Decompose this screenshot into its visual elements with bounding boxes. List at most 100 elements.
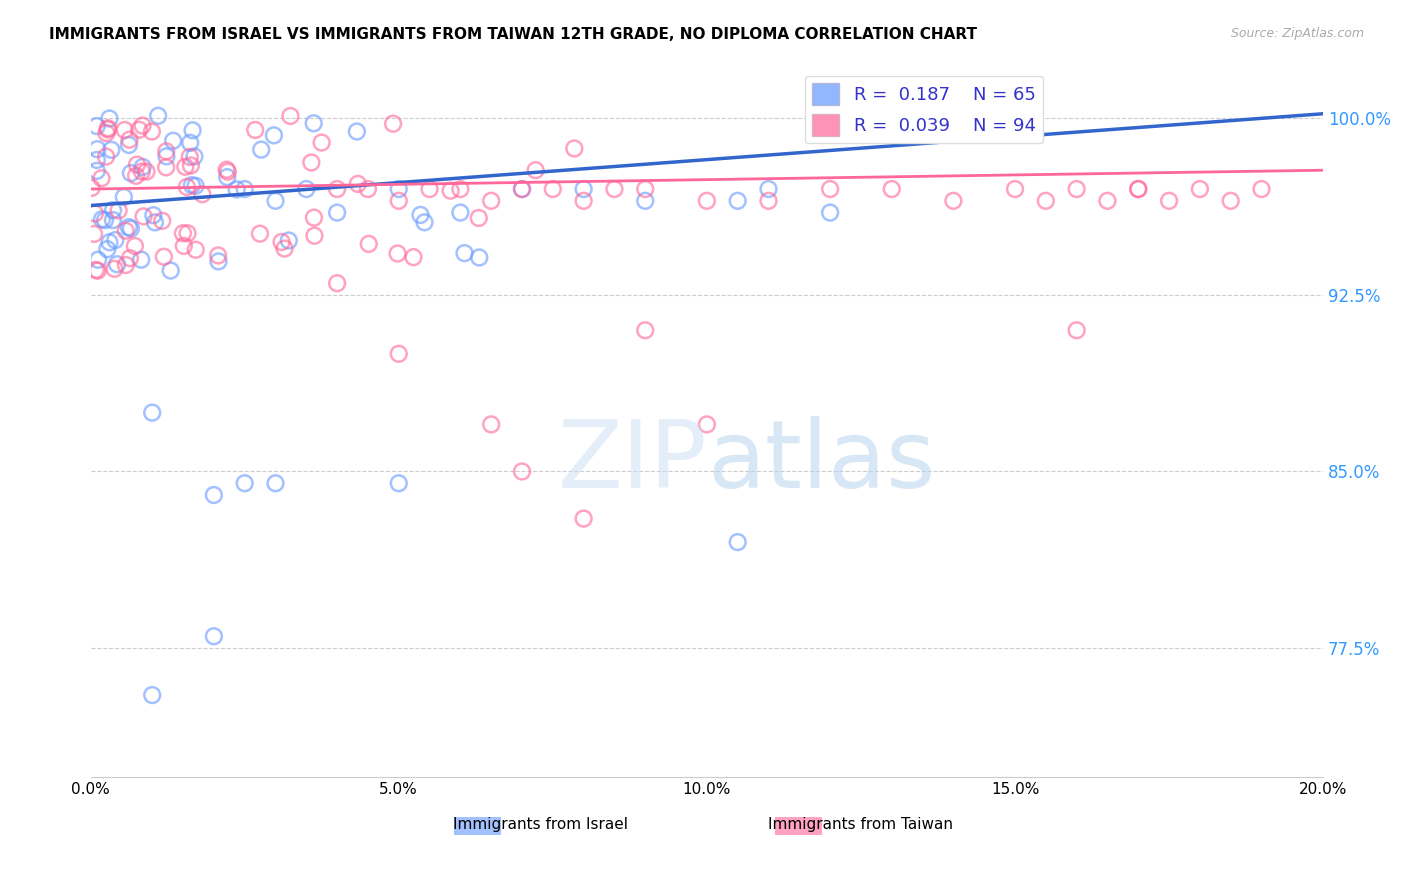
Point: [191, 187, 214, 202]
Point: [150, 214, 173, 228]
Point: [80, 181, 103, 195]
Point: [142, 208, 165, 222]
Point: [572, 182, 595, 196]
Point: [510, 182, 533, 196]
Point: [105, 257, 128, 271]
Point: [146, 109, 169, 123]
Point: [250, 143, 273, 157]
Point: [115, 258, 138, 272]
Text: atlas: atlas: [707, 416, 935, 508]
Point: [118, 251, 141, 265]
Point: [942, 194, 965, 208]
Point: [572, 511, 595, 525]
Point: [302, 211, 325, 225]
Point: [141, 406, 163, 420]
Point: [180, 178, 202, 193]
Point: [388, 182, 411, 196]
Point: [603, 182, 626, 196]
Point: [87, 252, 110, 267]
Point: [217, 170, 239, 185]
Point: [86, 119, 108, 133]
Point: [84, 263, 107, 277]
Point: [141, 124, 163, 138]
Point: [277, 234, 299, 248]
Point: [174, 160, 197, 174]
Point: [1157, 194, 1180, 208]
Point: [118, 137, 141, 152]
Point: [347, 177, 370, 191]
Point: [184, 178, 207, 193]
Point: [135, 164, 157, 178]
Point: [304, 228, 326, 243]
Point: [409, 208, 432, 222]
Point: [562, 141, 585, 155]
Point: [173, 239, 195, 253]
Point: [1128, 182, 1150, 196]
Point: [524, 163, 547, 178]
Point: [181, 123, 204, 137]
Point: [273, 242, 295, 256]
Point: [818, 182, 841, 196]
Point: [202, 488, 225, 502]
Point: [120, 221, 142, 235]
Point: [118, 133, 141, 147]
Point: [179, 136, 201, 150]
Point: [245, 123, 267, 137]
Point: [107, 203, 129, 218]
Text: Source: ZipAtlas.com: Source: ZipAtlas.com: [1230, 27, 1364, 40]
Text: Immigrants from Taiwan: Immigrants from Taiwan: [769, 816, 953, 831]
Point: [233, 476, 256, 491]
Point: [101, 213, 124, 227]
Point: [120, 166, 142, 180]
Point: [155, 161, 177, 175]
Point: [346, 124, 368, 138]
Point: [128, 122, 150, 136]
Point: [131, 160, 153, 174]
Point: [449, 182, 471, 196]
Point: [96, 242, 118, 256]
Point: [1097, 194, 1119, 208]
Point: [1188, 182, 1211, 196]
Point: [180, 158, 202, 172]
Point: [94, 150, 117, 164]
Point: [326, 276, 349, 290]
Point: [1219, 194, 1241, 208]
Point: [100, 143, 122, 157]
Point: [124, 239, 146, 253]
Point: [388, 476, 411, 491]
Point: [1004, 182, 1026, 196]
Point: [183, 149, 205, 163]
Point: [727, 535, 749, 549]
Point: [326, 182, 349, 196]
Point: [1250, 182, 1272, 196]
Point: [439, 184, 461, 198]
Point: [125, 158, 148, 172]
Point: [634, 323, 657, 337]
Point: [162, 134, 184, 148]
Point: [129, 252, 152, 267]
Point: [176, 227, 198, 241]
Point: [727, 194, 749, 208]
Point: [758, 194, 780, 208]
Point: [84, 206, 107, 220]
Point: [86, 153, 108, 167]
Point: [413, 215, 436, 229]
Point: [172, 226, 194, 240]
Point: [295, 182, 318, 196]
Point: [112, 190, 135, 204]
Point: [91, 212, 114, 227]
Point: [758, 182, 780, 196]
FancyBboxPatch shape: [454, 817, 501, 835]
Point: [818, 205, 841, 219]
Point: [159, 263, 181, 277]
Text: ZIP: ZIP: [557, 416, 707, 508]
Text: Immigrants from Israel: Immigrants from Israel: [453, 816, 628, 831]
Point: [387, 246, 409, 260]
Point: [249, 227, 271, 241]
Point: [382, 117, 405, 131]
Point: [388, 347, 411, 361]
Point: [264, 194, 287, 208]
Point: [299, 155, 322, 169]
Point: [125, 169, 148, 183]
Point: [311, 136, 333, 150]
